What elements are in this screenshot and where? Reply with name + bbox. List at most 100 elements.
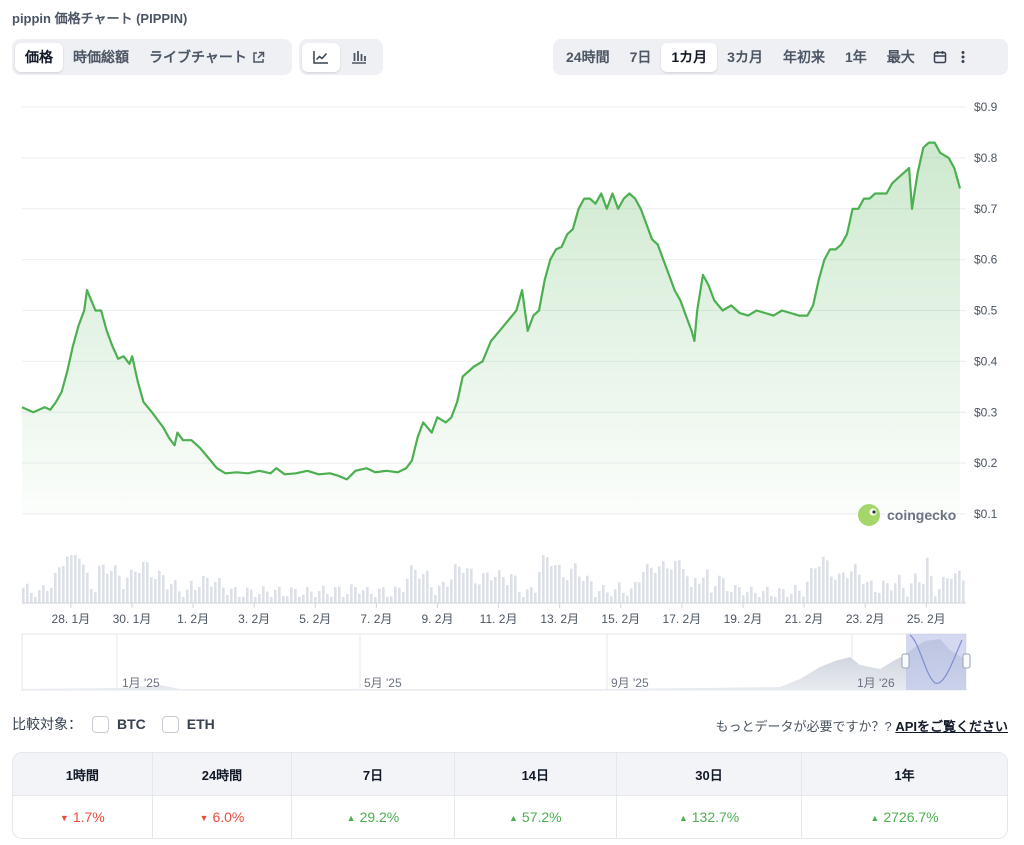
volume-bar bbox=[750, 586, 753, 603]
volume-bar bbox=[26, 583, 29, 603]
tab-market-cap[interactable]: 時価総額 bbox=[73, 49, 129, 65]
checkbox-box[interactable] bbox=[92, 715, 109, 733]
compare-btc-checkbox[interactable]: BTC bbox=[92, 715, 146, 733]
price-chart[interactable]: $0.9 $0.8 $0.7 $0.6 $0.5 $0.4 $0.3 $0.2 $0.1 coi… bbox=[0, 95, 1024, 700]
tab-live-chart[interactable]: ライブチャート bbox=[139, 43, 275, 72]
range-ytd[interactable]: 年初来 bbox=[782, 49, 825, 65]
volume-bar bbox=[350, 584, 353, 603]
volume-bar bbox=[770, 595, 773, 603]
range-1m[interactable]: 1カ月 bbox=[661, 42, 718, 72]
volume-bar bbox=[278, 586, 281, 603]
compare-eth-label: ETH bbox=[186, 716, 215, 732]
volume-bar bbox=[554, 565, 557, 603]
volume-bar bbox=[758, 597, 761, 603]
volume-bar bbox=[398, 587, 401, 603]
volume-bar bbox=[154, 579, 157, 603]
volume-bar bbox=[890, 590, 893, 603]
candlestick-chart-button[interactable] bbox=[340, 43, 378, 72]
range-1y[interactable]: 1年 bbox=[844, 49, 867, 65]
navigator-label: 9月 '25 bbox=[611, 676, 649, 690]
chart-style-group bbox=[299, 39, 383, 75]
volume-bar bbox=[214, 582, 217, 603]
coingecko-watermark: coingecko bbox=[858, 504, 956, 526]
volume-bar bbox=[162, 575, 165, 603]
volume-bar bbox=[238, 596, 241, 603]
volume-bar bbox=[914, 573, 917, 603]
volume-bar bbox=[766, 586, 769, 603]
volume-bar bbox=[634, 581, 637, 603]
y-tick-label: $0.8 bbox=[974, 151, 998, 165]
volume-bar bbox=[694, 577, 697, 603]
x-tick-label: 5. 2月 bbox=[299, 612, 331, 626]
volume-bar bbox=[846, 578, 849, 603]
volume-bar bbox=[714, 586, 717, 603]
range-max[interactable]: 最大 bbox=[886, 49, 915, 65]
x-tick-label: 30. 1月 bbox=[113, 612, 152, 626]
volume-bar bbox=[478, 584, 481, 603]
external-link-icon bbox=[253, 51, 265, 63]
volume-bar bbox=[142, 562, 145, 603]
volume-bar bbox=[590, 581, 593, 603]
volume-bar bbox=[410, 565, 413, 603]
volume-bar bbox=[22, 587, 25, 603]
navigator[interactable]: 1月 '25 5月 '25 9月 '25 1月 '26 bbox=[21, 633, 971, 691]
volume-bar bbox=[58, 567, 61, 603]
volume-bar bbox=[70, 555, 73, 603]
volume-bar bbox=[30, 593, 33, 603]
range-3m[interactable]: 3カ月 bbox=[727, 49, 763, 65]
more-options-button[interactable] bbox=[955, 43, 971, 72]
range-24h[interactable]: 24時間 bbox=[566, 49, 610, 65]
volume-bar bbox=[874, 592, 877, 603]
calendar-button[interactable] bbox=[925, 43, 955, 72]
volume-bar bbox=[442, 581, 445, 603]
line-chart-button[interactable] bbox=[302, 42, 340, 72]
volume-bar bbox=[438, 585, 441, 603]
volume-bar bbox=[682, 569, 685, 603]
header-24h: 24時間 bbox=[152, 753, 293, 795]
header-7d: 7日 bbox=[292, 753, 455, 795]
volume-bar bbox=[110, 570, 113, 603]
volume-bar bbox=[406, 578, 409, 603]
volume-bar bbox=[54, 572, 57, 603]
volume-bar bbox=[50, 587, 53, 603]
volume-bar bbox=[894, 583, 897, 603]
volume-bar bbox=[422, 574, 425, 603]
api-link[interactable]: APIをご覧ください bbox=[895, 719, 1008, 734]
volume-bar bbox=[658, 566, 661, 603]
volume-bar bbox=[582, 581, 585, 603]
volume-bar bbox=[690, 587, 693, 603]
change-value: 29.2% bbox=[359, 809, 400, 825]
volume-bar bbox=[102, 564, 105, 603]
volume-bar bbox=[526, 589, 529, 603]
volume-bar bbox=[358, 593, 361, 603]
navigator-right-handle[interactable] bbox=[962, 653, 971, 669]
volume-bar bbox=[98, 565, 101, 603]
volume-bar bbox=[566, 580, 569, 603]
volume-bar bbox=[414, 569, 417, 603]
volume-bar bbox=[522, 597, 525, 603]
volume-bar bbox=[482, 573, 485, 603]
change-cell: ▼ 1.7% bbox=[13, 795, 153, 838]
triangle-up-icon: ▲ bbox=[678, 813, 688, 823]
navigator-label: 5月 '25 bbox=[364, 676, 402, 690]
volume-bar bbox=[906, 596, 909, 603]
range-7d[interactable]: 7日 bbox=[629, 49, 652, 65]
volume-bar bbox=[346, 594, 349, 603]
volume-bar bbox=[302, 594, 305, 603]
tab-price[interactable]: 価格 bbox=[15, 42, 63, 72]
volume-bar bbox=[126, 577, 129, 603]
navigator-left-handle[interactable] bbox=[901, 653, 910, 669]
x-tick-label: 1. 2月 bbox=[177, 612, 209, 626]
volume-bar bbox=[854, 563, 857, 603]
volume-bar bbox=[746, 592, 749, 603]
navigator-series bbox=[22, 639, 966, 690]
compare-eth-checkbox[interactable]: ETH bbox=[161, 715, 215, 733]
compare-btc-label: BTC bbox=[117, 716, 146, 732]
volume-bar bbox=[538, 571, 541, 603]
volume-bar bbox=[258, 594, 261, 603]
volume-bar bbox=[198, 587, 201, 603]
x-tick-label: 21. 2月 bbox=[785, 612, 824, 626]
volume-bar bbox=[282, 595, 285, 603]
candlestick-chart-icon bbox=[352, 51, 366, 64]
checkbox-box[interactable] bbox=[161, 715, 179, 733]
